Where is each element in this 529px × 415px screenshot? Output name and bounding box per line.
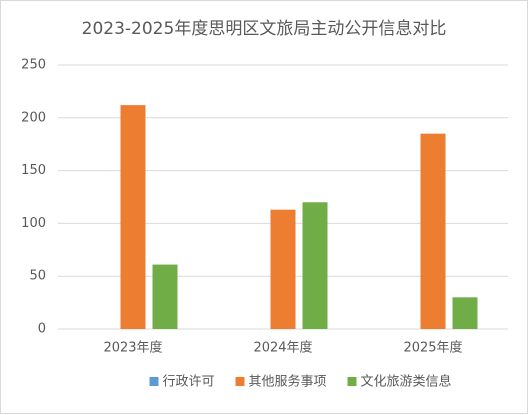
legend-swatch — [235, 377, 245, 386]
legend-label: 其他服务事项 — [249, 374, 327, 390]
bar — [452, 297, 478, 329]
x-tick-label: 2024年度 — [253, 340, 312, 356]
y-tick-label: 100 — [21, 216, 46, 231]
legend-label: 行政许可 — [163, 375, 215, 390]
x-tick-label: 2025年度 — [403, 340, 462, 356]
bar — [152, 264, 178, 329]
y-tick-label: 50 — [29, 269, 46, 284]
chart-title: 2023-2025年度思明区文旅局主动公开信息对比 — [82, 19, 447, 39]
legend-swatch — [149, 377, 159, 386]
y-tick-label: 200 — [21, 110, 46, 125]
x-tick-label: 2023年度 — [103, 340, 162, 356]
y-tick-label: 150 — [21, 163, 46, 178]
bar — [120, 105, 146, 330]
legend-label: 文化旅游类信息 — [361, 374, 452, 390]
bar — [420, 133, 446, 329]
legend-swatch — [347, 377, 357, 386]
bar — [302, 202, 328, 329]
bar — [270, 209, 296, 329]
y-tick-label: 250 — [21, 58, 46, 73]
y-tick-label: 0 — [38, 322, 46, 337]
